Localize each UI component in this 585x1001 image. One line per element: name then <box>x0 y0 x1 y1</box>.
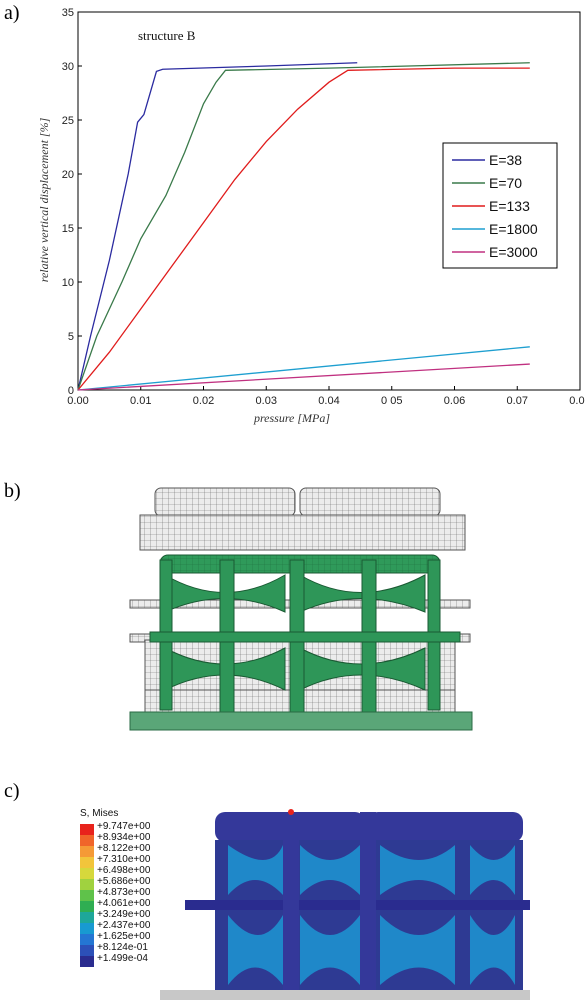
y-axis-title: relative vertical displacement [%] <box>37 117 51 282</box>
chart-annotation: structure B <box>138 28 196 43</box>
y-tick-label: 30 <box>62 61 74 73</box>
panel-label-a: a) <box>4 2 20 24</box>
series-line <box>77 62 530 391</box>
series-line <box>77 346 530 391</box>
x-tick-label: 0.08 <box>569 395 585 407</box>
y-tick-label: 20 <box>62 169 74 181</box>
legend-label: E=38 <box>489 152 522 168</box>
panel-label-c: c) <box>4 780 20 802</box>
series-line <box>77 67 530 391</box>
series-line <box>77 62 358 391</box>
x-tick-label: 0.02 <box>193 395 214 407</box>
series-lines <box>77 62 530 391</box>
y-tick-label: 25 <box>62 115 74 127</box>
legend-label: E=133 <box>489 198 530 214</box>
x-tick-label: 0.03 <box>256 395 277 407</box>
displacement-chart: 0.00 0.01 0.02 0.03 0.04 0 05 0.06 0.07 0.08 0 5 1… <box>37 7 585 425</box>
y-tick-label: 35 <box>62 7 74 19</box>
x-tick-label: 0.01 <box>130 395 151 407</box>
x-axis: 0.00 0.01 0.02 0.03 0.04 0 05 0.06 0.07 0.08 <box>67 386 585 407</box>
panel-label-b: b) <box>4 480 21 502</box>
y-tick-label: 0 <box>68 385 74 397</box>
legend-label: E=3000 <box>489 244 538 260</box>
x-tick-label: 0.00 <box>67 395 88 407</box>
x-tick-label: 0 05 <box>381 395 402 407</box>
x-tick-label: 0.04 <box>318 395 339 407</box>
y-tick-label: 5 <box>68 331 74 343</box>
x-axis-title: pressure [MPa] <box>253 411 330 425</box>
legend: E=38 E=70 E=133 E=1800 E=3000 <box>442 142 558 269</box>
x-tick-label: 0.06 <box>444 395 465 407</box>
x-tick-label: 0.07 <box>507 395 528 407</box>
legend-label: E=1800 <box>489 221 538 237</box>
y-tick-label: 15 <box>62 223 74 235</box>
series-line <box>77 363 530 391</box>
y-axis: 0 5 10 15 20 25 30 35 <box>62 7 82 397</box>
deformed-structure <box>129 554 473 731</box>
legend-label: E=70 <box>489 175 522 191</box>
y-tick-label: 10 <box>62 277 74 289</box>
